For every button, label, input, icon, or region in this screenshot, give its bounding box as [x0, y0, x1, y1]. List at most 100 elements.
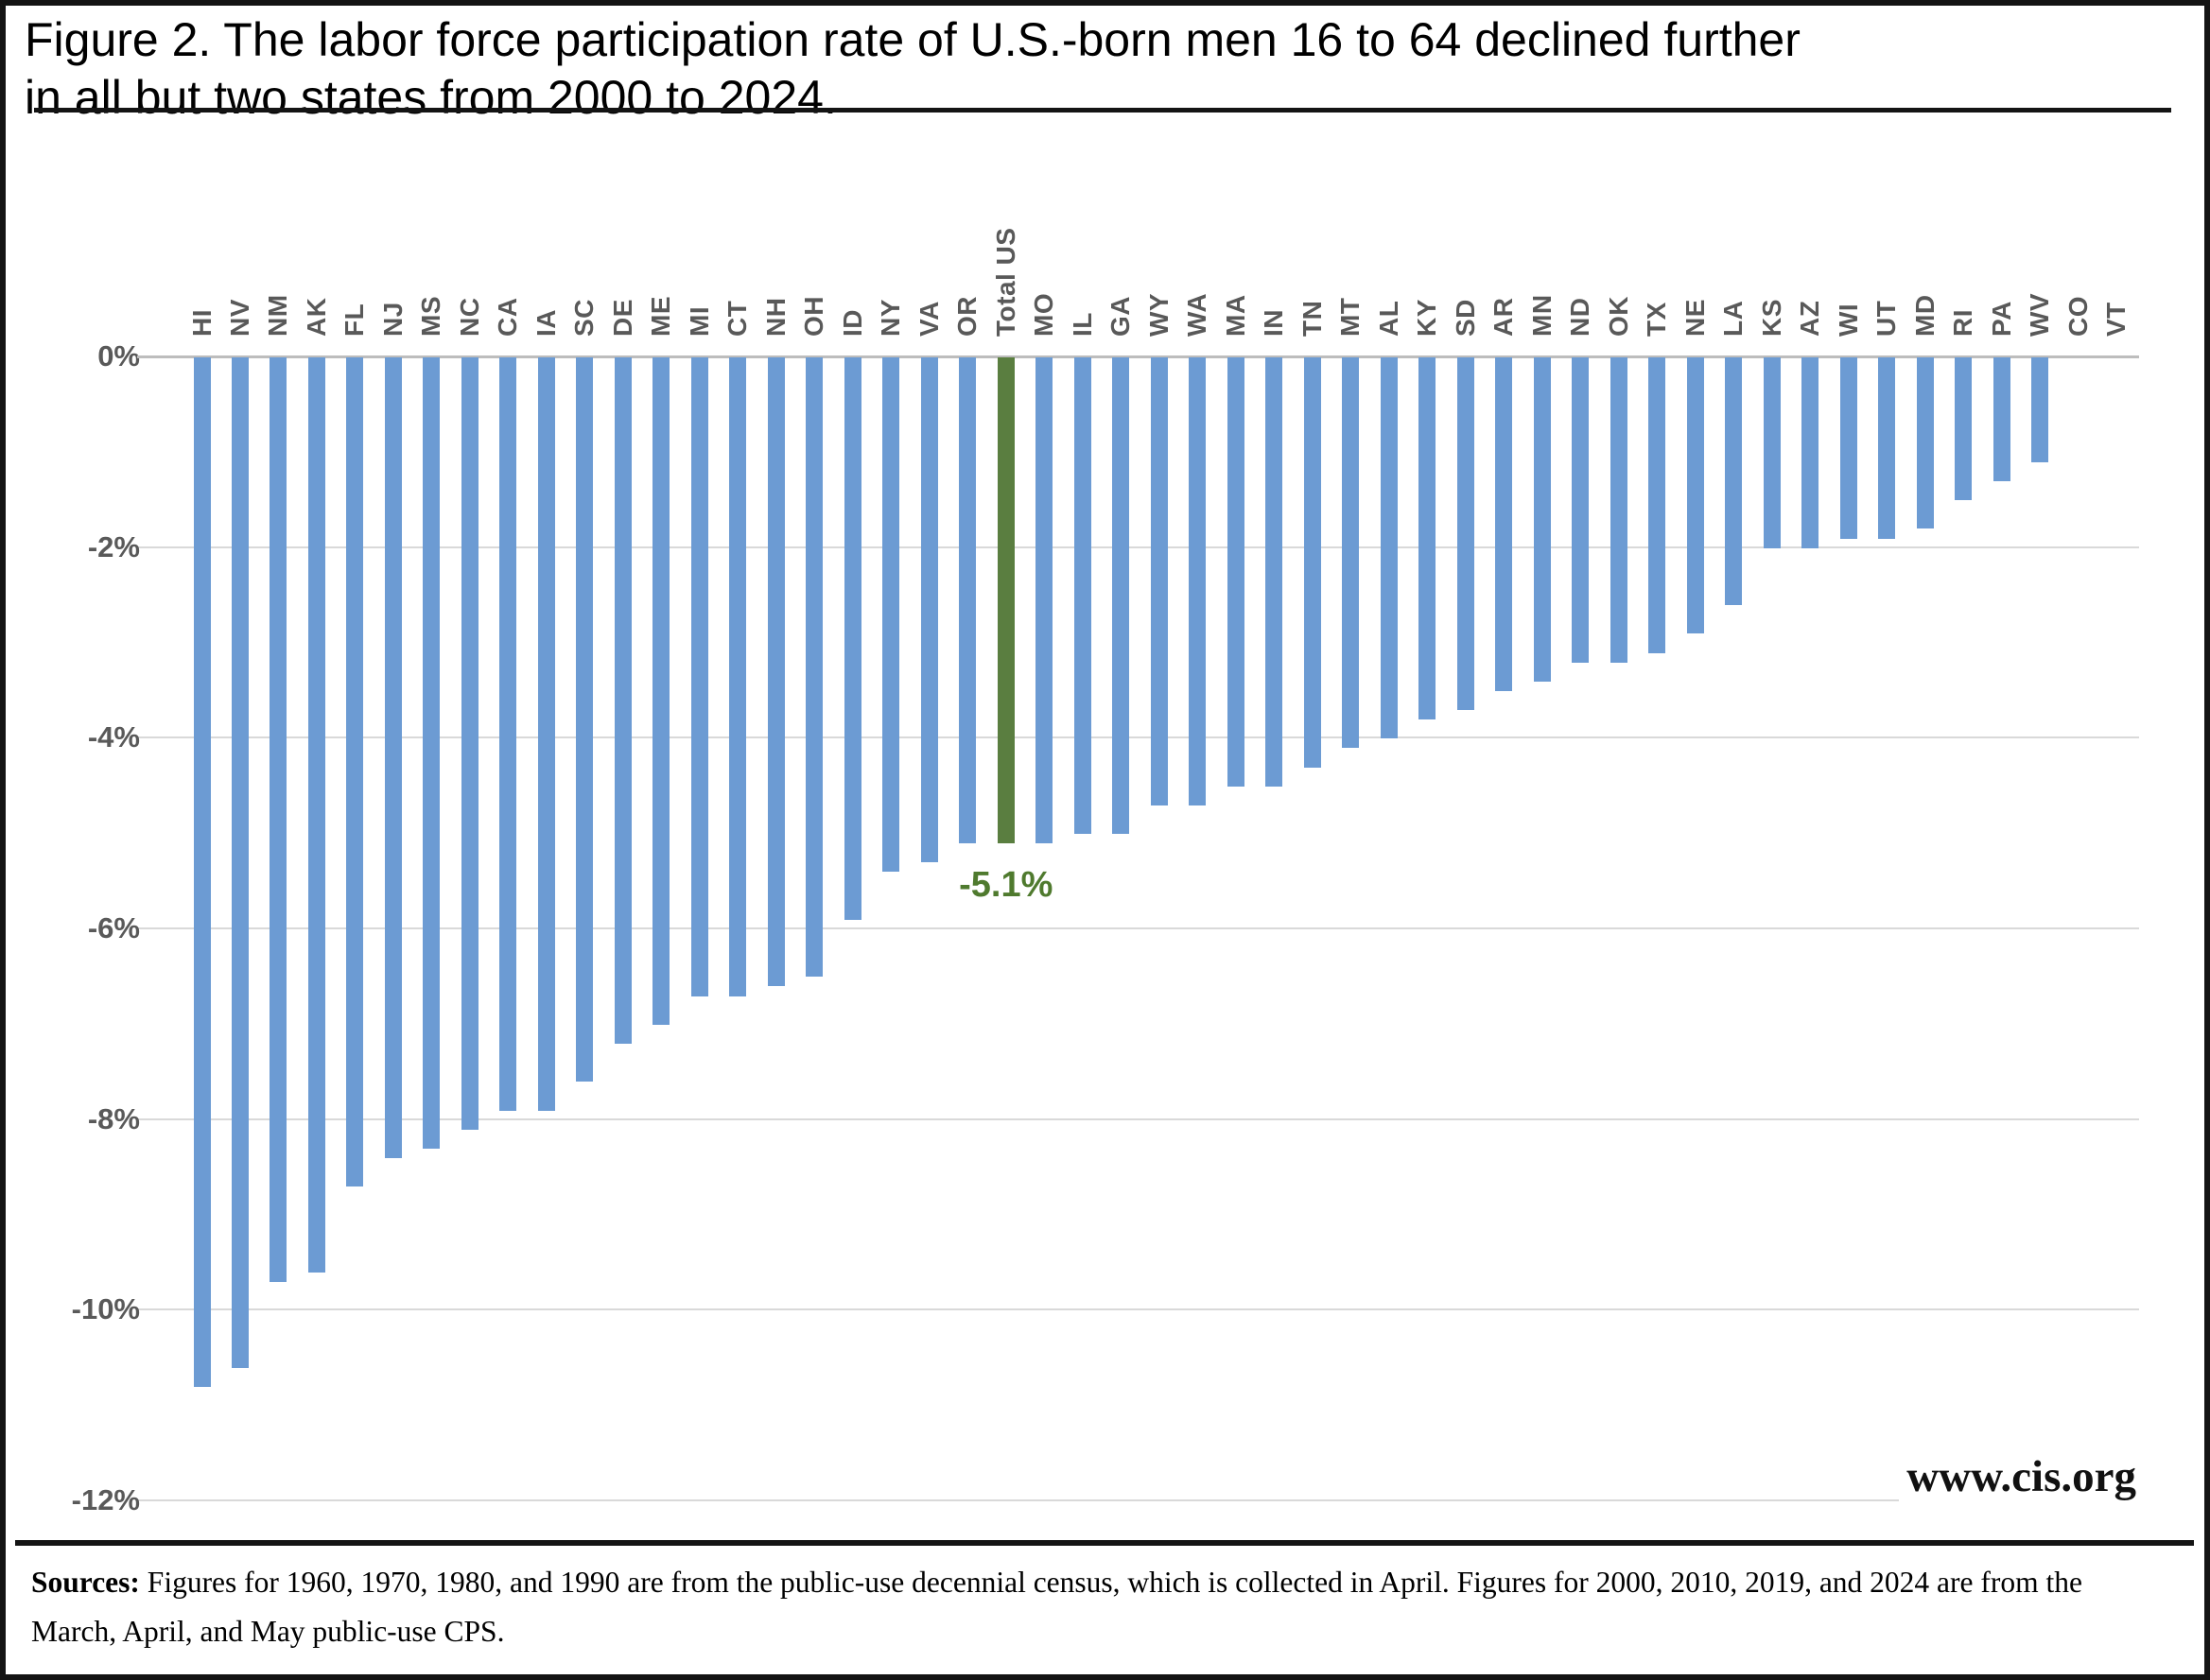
x-axis-label: NC — [454, 297, 484, 337]
bar — [307, 357, 325, 1273]
title-divider — [34, 108, 2171, 113]
x-axis-label: LA — [1718, 300, 1749, 337]
x-axis-label: NE — [1679, 299, 1710, 337]
zero-axis-line — [137, 355, 2139, 358]
x-axis-label: OK — [1603, 296, 1633, 337]
x-axis-label: CT — [722, 300, 753, 337]
x-axis-label: ME — [646, 296, 676, 337]
bar-total-us — [997, 357, 1015, 844]
bar — [1112, 357, 1130, 835]
x-axis-label: OR — [952, 296, 983, 337]
bar — [844, 357, 861, 920]
bar — [614, 357, 632, 1044]
figure-title-line2: in all but two states from 2000 to 2024. — [25, 71, 837, 124]
x-axis-label: Total US — [990, 227, 1020, 337]
bar — [1456, 357, 1474, 711]
bar — [690, 357, 708, 996]
x-axis-label: HI — [186, 309, 217, 337]
x-axis-label: NM — [263, 294, 293, 337]
x-axis-label: NJ — [377, 302, 408, 337]
y-axis-tick-label: -12% — [71, 1483, 140, 1517]
y-axis-tick-label: -2% — [87, 529, 140, 563]
bar — [653, 357, 670, 1025]
bar — [384, 357, 402, 1158]
bar — [1610, 357, 1627, 663]
y-axis-tick-label: -6% — [87, 911, 140, 944]
x-axis-label: AR — [1488, 297, 1519, 337]
bar — [1227, 357, 1244, 787]
sources-note: Sources: Figures for 1960, 1970, 1980, a… — [31, 1558, 2180, 1656]
bar — [1648, 357, 1666, 653]
x-axis-label: WI — [1833, 303, 1863, 337]
y-axis-tick-label: -8% — [87, 1101, 140, 1135]
bar — [1150, 357, 1168, 805]
x-axis-label: IA — [531, 309, 561, 337]
x-axis-label: WY — [1143, 292, 1174, 337]
bar — [499, 357, 517, 1111]
bar — [1418, 357, 1436, 720]
bar — [576, 357, 594, 1082]
x-axis-label: MD — [1909, 294, 1940, 337]
bar — [1725, 357, 1743, 606]
bar — [1992, 357, 2010, 482]
value-callout: -5.1% — [959, 865, 1053, 906]
bar — [1533, 357, 1551, 682]
x-axis-label: ID — [837, 309, 867, 337]
bar — [2031, 357, 2049, 462]
gridline — [137, 1308, 2139, 1311]
x-axis-label: IL — [1067, 312, 1097, 337]
bar — [1495, 357, 1513, 691]
y-axis-tick-label: -4% — [87, 720, 140, 754]
x-axis-label: NY — [876, 299, 906, 337]
bar — [1035, 357, 1053, 844]
gridline — [137, 546, 2139, 548]
gridline — [137, 736, 2139, 739]
bar — [1916, 357, 1934, 529]
x-axis-label: WV — [2025, 292, 2055, 337]
x-axis-label: TN — [1296, 300, 1327, 337]
x-axis-label: VT — [2101, 302, 2131, 337]
x-axis-label: MI — [684, 305, 714, 337]
figure-title: Figure 2. The labor force participation … — [25, 11, 2181, 127]
x-axis-label: KY — [1412, 299, 1442, 337]
gridline — [137, 927, 2139, 929]
gridline — [137, 1499, 2139, 1502]
y-axis-tick-label: -10% — [71, 1292, 140, 1326]
bar — [1839, 357, 1857, 539]
bar — [423, 357, 441, 1149]
bar — [537, 357, 555, 1111]
bar — [1572, 357, 1590, 663]
x-axis-label: MS — [416, 296, 446, 337]
x-axis-label: CO — [2062, 296, 2093, 337]
bar — [346, 357, 364, 1187]
bar — [193, 357, 211, 1387]
gridline — [137, 1117, 2139, 1120]
x-axis-label: MT — [1335, 297, 1366, 337]
bar — [729, 357, 747, 996]
footer-divider — [15, 1540, 2194, 1546]
x-axis-label: GA — [1105, 296, 1136, 337]
bar — [1380, 357, 1398, 739]
x-axis-label: SD — [1450, 299, 1480, 337]
x-axis-label: DE — [607, 299, 637, 337]
x-axis-label: SC — [569, 299, 600, 337]
y-axis-tick-label: 0% — [97, 339, 140, 372]
x-axis-label: MA — [1220, 294, 1250, 337]
bar — [1303, 357, 1321, 768]
bar — [1073, 357, 1091, 835]
bar — [806, 357, 824, 978]
x-axis-label: UT — [1871, 300, 1902, 337]
bar — [882, 357, 900, 873]
bar — [920, 357, 938, 863]
x-axis-label: RI — [1948, 309, 1978, 337]
bar — [1763, 357, 1781, 548]
x-axis-label: NV — [224, 299, 254, 337]
x-axis-label: NH — [760, 297, 791, 337]
bar — [1801, 357, 1819, 548]
x-axis-label: FL — [339, 303, 370, 337]
bar — [1686, 357, 1704, 634]
bar — [461, 357, 479, 1130]
figure-title-line1: Figure 2. The labor force participation … — [25, 13, 1801, 66]
bar — [767, 357, 785, 987]
